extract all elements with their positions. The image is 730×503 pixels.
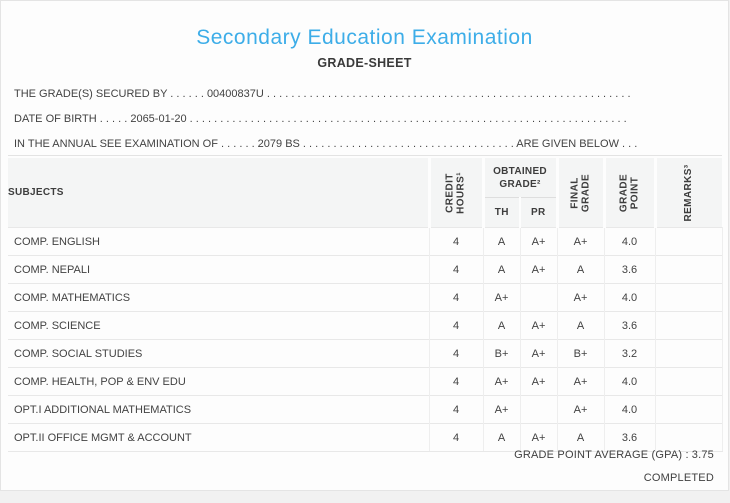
table-row: COMP. SOCIAL STUDIES 4 B+ A+ B+ 3.2 [8,339,723,368]
credit-hours-rotated-label: CREDIT HOURS¹ [444,171,467,214]
grade-point-cell: 3.6 [603,423,656,452]
grade-point-cell: 3.2 [603,339,656,368]
gpa-label: GRADE POINT AVERAGE (GPA) : [514,449,689,461]
intro-table-divider [8,155,722,156]
grade-point-cell: 3.6 [603,255,656,284]
th-grade-cell: B+ [482,339,520,368]
subject-cell: COMP. SCIENCE [8,311,429,340]
final-grade-cell: A+ [556,395,605,424]
obtained-grade-line1: OBTAINED [493,165,547,177]
final-grade-cell: A+ [556,227,605,256]
th-grade-cell: A [482,255,520,284]
grade-sheet-card: Secondary Education Examination GRADE-SH… [0,0,729,491]
column-header-obtained-grade: OBTAINED GRADE² [481,158,558,198]
grade-point-cell: 3.6 [603,311,656,340]
column-header-pr: PR [518,197,558,228]
table-row: COMP. SCIENCE 4 A A+ A 3.6 [8,311,723,340]
intro-line-examination-year: IN THE ANNUAL SEE EXAMINATION OF . . . .… [14,138,638,150]
pr-grade-cell: A+ [519,311,558,340]
grade-point-cell: 4.0 [603,395,656,424]
credit-hours-cell: 4 [428,339,483,368]
grades-table-body: COMP. ENGLISH 4 A A+ A+ 4.0 COMP. NEPALI… [8,227,723,452]
table-row: OPT.II OFFICE MGMT & ACCOUNT 4 A A+ A 3.… [8,423,723,452]
final-grade-cell: A+ [556,367,605,396]
table-row: COMP. NEPALI 4 A A+ A 3.6 [8,255,723,284]
table-row: COMP. ENGLISH 4 A A+ A+ 4.0 [8,227,723,256]
subjects-header-label: SUBJECTS [8,187,64,198]
pr-grade-cell: A+ [519,423,558,452]
grade-point-cell: 4.0 [603,227,656,256]
column-header-subjects: SUBJECTS [8,158,429,228]
table-row: COMP. MATHEMATICS 4 A+ A+ 4.0 [8,283,723,312]
subject-cell: COMP. MATHEMATICS [8,283,429,312]
obtained-grade-line2: GRADE² [499,178,541,190]
th-grade-cell: A+ [482,283,520,312]
subject-cell: COMP. NEPALI [8,255,429,284]
grades-table: SUBJECTS CREDIT HOURS¹ OBTAINED GRADE² FI… [8,158,723,452]
remarks-cell [654,283,723,312]
remarks-cell [654,423,723,452]
remarks-cell [654,339,723,368]
grade-point-cell: 4.0 [603,367,656,396]
credit-hours-cell: 4 [428,227,483,256]
credit-hours-cell: 4 [428,423,483,452]
column-header-th: TH [481,197,520,228]
completion-status: COMPLETED [643,472,714,484]
credit-hours-cell: 4 [428,283,483,312]
intro-line-date-of-birth: DATE OF BIRTH . . . . . 2065-01-20 . . .… [14,113,627,125]
remarks-cell [654,311,723,340]
pr-grade-cell [519,283,558,312]
credit-hours-cell: 4 [428,395,483,424]
column-header-credit-hours: CREDIT HOURS¹ [427,158,483,228]
final-grade-cell: A+ [556,283,605,312]
gpa-value: 3.75 [691,449,714,461]
pr-grade-cell: A+ [519,339,558,368]
pr-grade-cell: A+ [519,255,558,284]
subject-cell: OPT.II OFFICE MGMT & ACCOUNT [8,423,429,452]
th-grade-cell: A [482,227,520,256]
final-grade-cell: A [556,423,605,452]
credit-hours-cell: 4 [428,311,483,340]
grade-sheet-subtitle: GRADE-SHEET [317,56,412,70]
remarks-cell [654,367,723,396]
subject-cell: COMP. HEALTH, POP & ENV EDU [8,367,429,396]
subject-cell: COMP. ENGLISH [8,227,429,256]
th-grade-cell: A [482,423,520,452]
grade-point-rotated-label: GRADE POINT [618,173,640,212]
column-header-final-grade: FINAL GRADE [555,158,605,228]
subject-cell: OPT.I ADDITIONAL MATHEMATICS [8,395,429,424]
column-header-remarks: REMARKS³ [653,158,723,228]
table-row: OPT.I ADDITIONAL MATHEMATICS 4 A+ A+ 4.0 [8,395,723,424]
credit-hours-cell: 4 [428,255,483,284]
remarks-cell [654,255,723,284]
th-grade-cell: A+ [482,395,520,424]
final-grade-rotated-label: FINAL GRADE [569,173,591,212]
pr-grade-cell [519,395,558,424]
credit-hours-cell: 4 [428,367,483,396]
pr-grade-cell: A+ [519,227,558,256]
column-header-grade-point: GRADE POINT [602,158,656,228]
remarks-rotated-label: REMARKS³ [683,163,695,222]
remarks-cell [654,227,723,256]
remarks-cell [654,395,723,424]
intro-line-grades-secured-by: THE GRADE(S) SECURED BY . . . . . . 0040… [14,88,631,100]
subject-cell: COMP. SOCIAL STUDIES [8,339,429,368]
table-row: COMP. HEALTH, POP & ENV EDU 4 A+ A+ A+ 4… [8,367,723,396]
final-grade-cell: B+ [556,339,605,368]
pr-grade-cell: A+ [519,367,558,396]
final-grade-cell: A [556,255,605,284]
th-grade-cell: A+ [482,367,520,396]
page-title: Secondary Education Examination [196,26,533,49]
th-grade-cell: A [482,311,520,340]
grade-point-cell: 4.0 [603,283,656,312]
final-grade-cell: A [556,311,605,340]
gpa-summary: GRADE POINT AVERAGE (GPA) :3.75 [514,449,714,461]
